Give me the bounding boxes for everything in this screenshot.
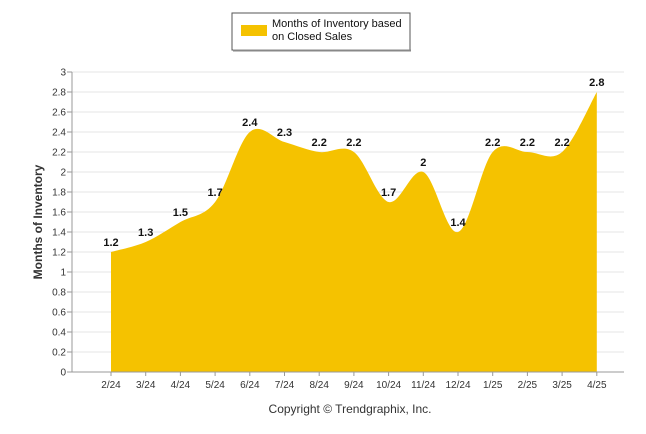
y-tick-label: 1.8: [52, 188, 66, 199]
y-tick-label: 2: [60, 168, 66, 179]
y-tick-label: 1.2: [52, 248, 66, 259]
x-tick-label: 10/24: [376, 380, 401, 391]
x-tick-label: 2/25: [518, 380, 538, 391]
x-tick-labels: 2/24 3/24 4/24 5/24 6/24 7/24 8/24 9/24 10/24 11/…: [101, 372, 607, 391]
x-tick-label: 9/24: [344, 380, 364, 391]
data-label: 2.2: [520, 137, 535, 149]
x-tick-label: 3/24: [136, 380, 156, 391]
x-tick-label: 11/24: [411, 380, 436, 391]
y-tick-label: 2.8: [52, 88, 66, 99]
y-tick-label: 0.6: [52, 308, 66, 319]
y-tick-label: 1.6: [52, 208, 66, 219]
y-tick-label: 3: [60, 68, 66, 79]
legend: Months of Inventory based on Closed Sale…: [231, 12, 411, 52]
data-label: 2.2: [312, 137, 327, 149]
data-label: 2.3: [277, 127, 292, 139]
data-label: 2.4: [242, 117, 258, 129]
x-tick-label: 2/24: [101, 380, 121, 391]
y-tick-label: 2.2: [52, 148, 66, 159]
data-label: 1.3: [138, 227, 153, 239]
data-label: 2.8: [589, 77, 604, 89]
y-tick-label: 2.4: [52, 128, 66, 139]
data-label: 2.2: [554, 137, 569, 149]
y-tick-labels: 0 0.2 0.4 0.6 0.8 1 1.2 1.4 1.6 1.8 2 2.2 2.4 2.6 2.8 3: [52, 68, 66, 379]
x-tick-label: 4/24: [171, 380, 191, 391]
legend-label-line1: Months of Inventory based: [272, 18, 402, 30]
x-tick-label: 4/25: [587, 380, 607, 391]
data-label: 2: [420, 157, 426, 169]
x-tick-label: 5/24: [205, 380, 225, 391]
copyright: Copyright © Trendgraphix, Inc.: [269, 402, 432, 416]
axes: [71, 72, 624, 373]
y-axis-title: Months of Inventory: [31, 164, 45, 279]
area-series: [111, 92, 597, 372]
x-tick-label: 6/24: [240, 380, 260, 391]
x-tick-label: 8/24: [309, 380, 329, 391]
y-tick-label: 0.2: [52, 348, 66, 359]
data-label: 2.2: [485, 137, 500, 149]
y-tick-label: 2.6: [52, 108, 66, 119]
y-tick-label: 0.8: [52, 288, 66, 299]
x-tick-label: 3/25: [552, 380, 572, 391]
data-labels: 1.2 1.3 1.5 1.7 2.4 2.3 2.2 2.2 1.7 2 1.4 2.2 2.2 2.2…: [103, 77, 604, 249]
data-label: 1.7: [381, 187, 396, 199]
data-label: 1.2: [103, 237, 118, 249]
legend-swatch: [241, 25, 267, 36]
area-fill: [111, 92, 597, 372]
x-tick-label: 12/24: [445, 380, 470, 391]
y-tick-label: 1: [60, 268, 66, 279]
data-label: 1.4: [450, 217, 466, 229]
y-tick-label: 1.4: [52, 228, 66, 239]
y-tick-label: 0: [60, 368, 66, 379]
x-tick-label: 7/24: [275, 380, 295, 391]
data-label: 2.2: [346, 137, 361, 149]
y-tick-label: 0.4: [52, 328, 66, 339]
x-tick-label: 1/25: [483, 380, 503, 391]
data-label: 1.5: [173, 207, 188, 219]
data-label: 1.7: [207, 187, 222, 199]
legend-label-line2: on Closed Sales: [272, 31, 353, 43]
